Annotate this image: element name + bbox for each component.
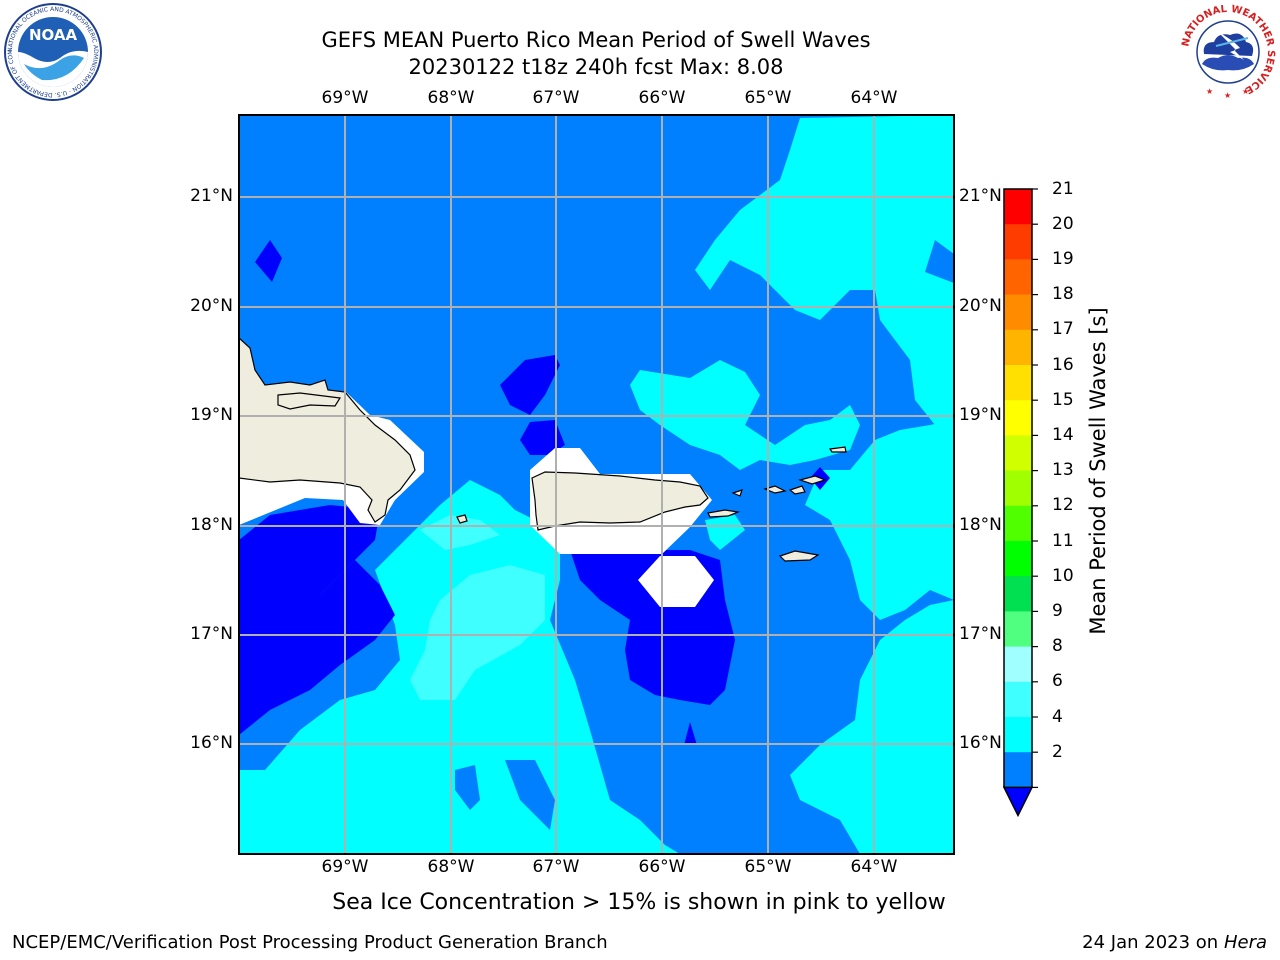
lon-label-bottom-64w: 64°W bbox=[850, 857, 898, 877]
land-hispaniola-peninsula bbox=[277, 392, 342, 410]
lat-label-right-20n: 20°N bbox=[959, 296, 1002, 316]
lon-label-top-66w: 66°W bbox=[638, 88, 686, 108]
land-puerto-rico bbox=[531, 471, 709, 531]
lon-label-bottom-67w: 67°W bbox=[532, 857, 580, 877]
lat-label-right-19n: 19°N bbox=[959, 405, 1002, 425]
colorbar-tick-16: 16 bbox=[1052, 355, 1074, 375]
lon-label-top-67w: 67°W bbox=[532, 88, 580, 108]
colorbar-tick-8: 8 bbox=[1052, 636, 1063, 656]
lat-label-left-17n: 17°N bbox=[190, 624, 233, 644]
lat-label-left-16n: 16°N bbox=[190, 733, 233, 753]
land-isla-mona bbox=[456, 514, 468, 524]
land-tortola bbox=[797, 475, 827, 485]
colorbar-tick-18: 18 bbox=[1052, 284, 1074, 304]
colorbar-tick-21: 21 bbox=[1052, 179, 1074, 199]
contour-below-2s-north-west bbox=[255, 240, 282, 282]
contour-6-8s-central bbox=[420, 515, 500, 550]
contour-4-6s-east bbox=[805, 420, 954, 620]
lat-label-left-18n: 18°N bbox=[190, 515, 233, 535]
map-subtitle: 20230122 t18z 240h fcst Max: 8.08 bbox=[408, 55, 784, 79]
svg-text:★: ★ bbox=[1242, 87, 1249, 96]
svg-text:★: ★ bbox=[1224, 91, 1231, 100]
contour-below-2s-south-dot bbox=[684, 722, 697, 745]
land-st-john bbox=[788, 485, 806, 495]
colorbar-tick-10: 10 bbox=[1052, 566, 1074, 586]
contour-below-2s-prnorth bbox=[520, 420, 565, 455]
contour-2-4s-south-notch-1 bbox=[455, 765, 480, 810]
colorbar-tick-9: 9 bbox=[1052, 601, 1063, 621]
lat-label-right-18n: 18°N bbox=[959, 515, 1002, 535]
footer-date-text: 24 Jan 2023 on bbox=[1082, 932, 1224, 953]
lon-label-bottom-68w: 68°W bbox=[427, 857, 475, 877]
lat-label-right-21n: 21°N bbox=[959, 186, 1002, 206]
land-anegada bbox=[828, 446, 847, 453]
contour-4-6s-small-east bbox=[705, 515, 745, 550]
lat-label-right-17n: 17°N bbox=[959, 624, 1002, 644]
masked-area-south bbox=[638, 556, 714, 607]
lon-label-bottom-69w: 69°W bbox=[321, 857, 369, 877]
footer-date: 24 Jan 2023 on Hera bbox=[1082, 932, 1267, 953]
land-vieques bbox=[707, 509, 741, 518]
footer-credit: NCEP/EMC/Verification Post Processing Pr… bbox=[12, 932, 608, 953]
noaa-logo-text: NOAA bbox=[29, 26, 78, 44]
contour-below-2s-north-central bbox=[500, 355, 560, 415]
contour-below-2s-southwest bbox=[239, 560, 395, 735]
land-hispaniola bbox=[239, 337, 416, 523]
lon-label-bottom-65w: 65°W bbox=[744, 857, 792, 877]
contour-2-4s-south-notch-2 bbox=[505, 760, 555, 830]
colorbar-tick-4: 4 bbox=[1052, 707, 1063, 727]
contour-field bbox=[239, 115, 954, 854]
lon-label-top-69w: 69°W bbox=[321, 88, 369, 108]
colorbar-title: Mean Period of Swell Waves [s] bbox=[1086, 307, 1110, 635]
colorbar-tick-19: 19 bbox=[1052, 249, 1074, 269]
colorbar-tick-20: 20 bbox=[1052, 214, 1074, 234]
land-st-thomas bbox=[763, 485, 787, 494]
contour-6-8s-south bbox=[410, 565, 545, 700]
lon-label-bottom-66w: 66°W bbox=[638, 857, 686, 877]
lat-label-left-21n: 21°N bbox=[190, 186, 233, 206]
land-st-croix bbox=[778, 550, 820, 562]
contour-4-6s-southeast bbox=[790, 600, 954, 854]
colorbar-tick-13: 13 bbox=[1052, 460, 1074, 480]
land-culebra bbox=[731, 489, 743, 497]
colorbar-tick-11: 11 bbox=[1052, 531, 1074, 551]
map-title: GEFS MEAN Puerto Rico Mean Period of Swe… bbox=[321, 28, 871, 52]
colorbar-tick-15: 15 bbox=[1052, 390, 1074, 410]
map-gridlines bbox=[239, 115, 954, 854]
map-frame bbox=[238, 114, 955, 855]
lon-label-top-65w: 65°W bbox=[744, 88, 792, 108]
lon-label-top-64w: 64°W bbox=[850, 88, 898, 108]
lat-label-right-16n: 16°N bbox=[959, 733, 1002, 753]
sea-ice-note: Sea Ice Concentration > 15% is shown in … bbox=[332, 890, 946, 915]
nws-logo: NATIONAL WEATHER SERVICE ★ ★ ★ bbox=[1180, 4, 1276, 100]
colorbar-tick-12: 12 bbox=[1052, 495, 1074, 515]
colorbar-tick-6: 6 bbox=[1052, 671, 1063, 691]
lat-label-left-19n: 19°N bbox=[190, 405, 233, 425]
colorbar-tick-17: 17 bbox=[1052, 319, 1074, 339]
colorbar-tick-2: 2 bbox=[1052, 742, 1063, 762]
lon-label-top-68w: 68°W bbox=[427, 88, 475, 108]
svg-text:★: ★ bbox=[1206, 87, 1213, 96]
contour-4-6s-northeast bbox=[695, 115, 954, 425]
footer-machine: Hera bbox=[1223, 932, 1267, 953]
lat-label-left-20n: 20°N bbox=[190, 296, 233, 316]
noaa-logo: NATIONAL OCEANIC AND ATMOSPHERIC ADMINIS… bbox=[2, 2, 102, 101]
colorbar-tick-14: 14 bbox=[1052, 425, 1074, 445]
